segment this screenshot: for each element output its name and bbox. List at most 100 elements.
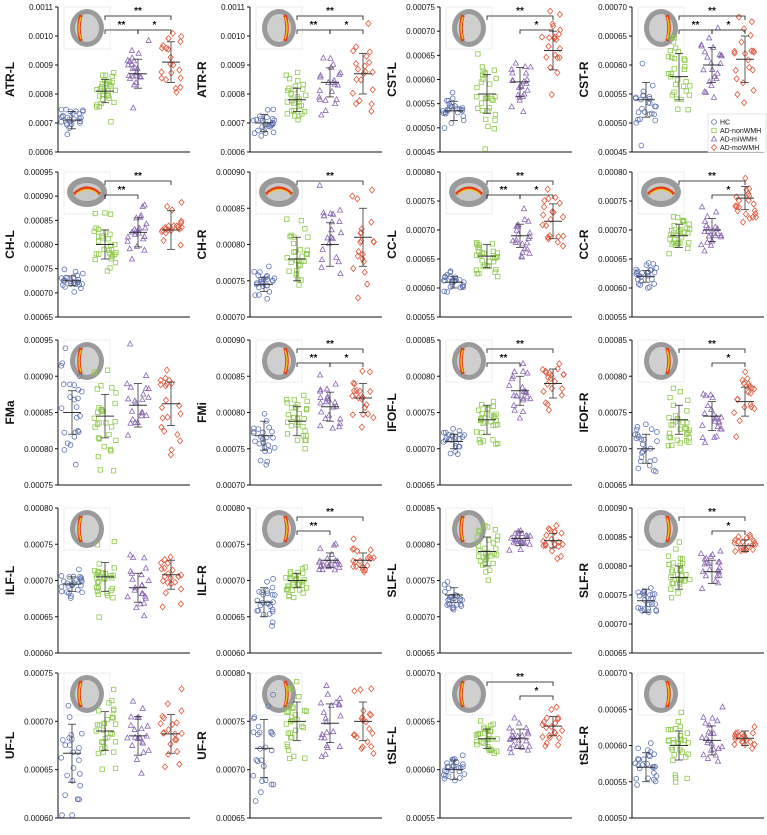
data-point-ad-nonwmh: [476, 407, 482, 413]
data-point-ad-mowmh: [173, 719, 180, 727]
data-point-hc: [649, 601, 655, 607]
data-point-ad-mowmh: [353, 386, 360, 395]
data-point-ad-nonwmh: [670, 39, 677, 45]
data-point-ad-mowmh: [158, 44, 166, 52]
data-point-ad-miwmh: [138, 409, 145, 416]
data-point-ad-miwmh: [316, 95, 324, 102]
tract-highlight-core: [284, 349, 288, 373]
data-point-ad-miwmh: [712, 232, 719, 239]
panel-ch-r: 0.000700.000750.000800.000850.00090CH-R*…: [195, 168, 382, 322]
data-point-ad-nonwmh: [289, 587, 296, 593]
data-point-hc: [640, 92, 646, 99]
data-point-hc: [452, 103, 458, 109]
y-tick-label: 0.00075: [216, 445, 245, 454]
significance-bracket: [486, 15, 554, 20]
data-point-ad-nonwmh: [683, 79, 689, 85]
significance-bracket: [296, 516, 364, 521]
data-point-ad-miwmh: [140, 390, 147, 397]
data-point-hc: [270, 691, 276, 698]
data-point-ad-miwmh: [126, 340, 134, 347]
data-point-hc: [255, 272, 262, 278]
data-point-ad-nonwmh: [95, 591, 101, 598]
data-point-ad-nonwmh: [296, 694, 302, 700]
data-point-hc: [643, 262, 650, 268]
significance-label: *: [727, 20, 731, 31]
data-point-ad-nonwmh: [666, 251, 672, 257]
data-point-ad-mowmh: [359, 743, 366, 751]
data-point-ad-mowmh: [160, 729, 167, 737]
significance-label: **: [134, 6, 142, 17]
data-point-ad-miwmh: [705, 721, 713, 728]
data-point-ad-miwmh: [336, 415, 344, 422]
data-point-ad-mowmh: [746, 185, 753, 193]
data-point-ad-mowmh: [159, 577, 167, 585]
data-point-ad-nonwmh: [490, 437, 496, 443]
data-point-hc: [649, 591, 656, 597]
data-point-ad-nonwmh: [295, 69, 301, 76]
data-point-ad-nonwmh: [108, 83, 114, 89]
data-point-hc: [79, 388, 85, 395]
legend-entry: AD-miWMH: [720, 137, 757, 144]
data-point-ad-nonwmh: [109, 731, 115, 737]
data-point-ad-miwmh: [701, 227, 708, 235]
data-point-hc: [270, 129, 277, 136]
data-point-hc: [449, 95, 456, 102]
data-point-ad-nonwmh: [99, 81, 105, 87]
data-point-ad-mowmh: [354, 65, 362, 73]
y-tick-label: 0.00070: [406, 226, 435, 235]
data-point-ad-mowmh: [163, 44, 170, 52]
data-point-ad-miwmh: [329, 234, 337, 241]
data-point-ad-mowmh: [744, 375, 751, 383]
data-point-ad-mowmh: [555, 30, 563, 38]
y-tick-label: 0.00095: [24, 336, 53, 345]
data-point-hc: [456, 768, 463, 775]
y-tick-label: 0.00070: [598, 620, 627, 629]
data-point-ad-nonwmh: [106, 700, 112, 706]
data-point-ad-nonwmh: [304, 406, 310, 412]
significance-label: *: [727, 353, 731, 364]
data-point-ad-miwmh: [712, 223, 719, 230]
data-point-ad-miwmh: [131, 419, 139, 426]
data-point-ad-mowmh: [350, 379, 357, 387]
data-point-ad-nonwmh: [474, 84, 480, 91]
data-point-ad-nonwmh: [300, 81, 306, 88]
data-point-ad-nonwmh: [486, 537, 492, 543]
data-point-hc: [442, 589, 448, 595]
data-point-ad-mowmh: [747, 400, 754, 408]
data-point-ad-miwmh: [717, 547, 724, 554]
data-point-hc: [270, 106, 277, 113]
y-tick-label: 0.00075: [406, 197, 435, 206]
data-point-ad-mowmh: [366, 48, 373, 56]
data-point-ad-miwmh: [336, 694, 344, 701]
data-point-ad-miwmh: [127, 721, 135, 728]
data-point-ad-miwmh: [332, 380, 339, 387]
data-point-ad-nonwmh: [486, 105, 493, 111]
data-point-ad-nonwmh: [493, 418, 500, 424]
data-point-ad-miwmh: [126, 245, 134, 252]
data-point-ad-nonwmh: [284, 400, 290, 406]
data-point-ad-nonwmh: [490, 248, 496, 254]
data-point-ad-nonwmh: [284, 111, 290, 117]
data-point-hc: [67, 394, 73, 400]
brain-thumbnail-icon: [63, 672, 111, 716]
data-point-ad-nonwmh: [288, 259, 294, 265]
data-point-hc: [64, 131, 71, 138]
y-tick-label: 0.00085: [216, 204, 245, 213]
data-point-ad-mowmh: [544, 400, 551, 408]
data-point-hc: [77, 413, 83, 419]
y-tick-label: 0.00080: [406, 540, 435, 549]
data-point-ad-mowmh: [746, 531, 754, 539]
data-point-ad-miwmh: [134, 713, 141, 720]
data-point-ad-nonwmh: [665, 53, 671, 60]
data-point-ad-nonwmh: [108, 246, 115, 252]
data-point-hc: [80, 270, 86, 277]
data-point-ad-miwmh: [331, 398, 339, 405]
data-point-ad-miwmh: [141, 592, 149, 599]
data-point-ad-mowmh: [177, 74, 184, 82]
data-point-hc: [653, 773, 660, 779]
data-point-ad-nonwmh: [283, 721, 289, 727]
data-point-hc: [76, 757, 82, 763]
data-point-ad-mowmh: [743, 546, 750, 554]
data-point-ad-miwmh: [143, 411, 150, 418]
data-point-ad-miwmh: [137, 213, 144, 220]
